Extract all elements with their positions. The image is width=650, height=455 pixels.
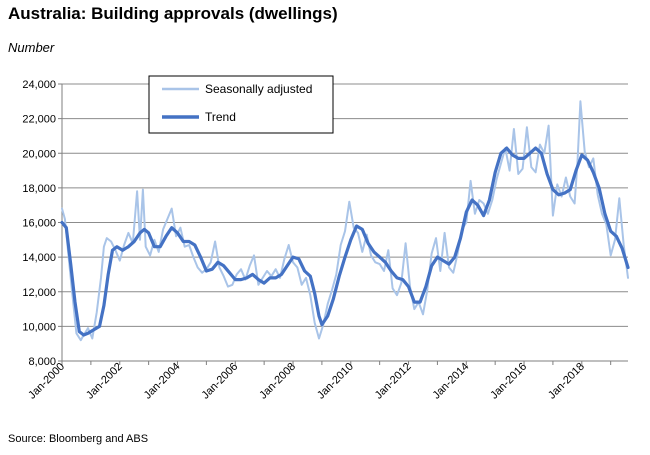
y-tick-label: 22,000 — [22, 114, 56, 126]
x-tick-label: Jan-2014 — [430, 361, 471, 402]
y-tick-labels: 8,000 10,000 12,000 14,000 16,000 18,000 20,00… — [22, 79, 56, 368]
legend-label-trend: Trend — [205, 110, 236, 124]
x-tick-label: Jan-2018 — [546, 361, 587, 402]
series-line-trend — [60, 146, 630, 337]
y-tick-label: 20,000 — [22, 148, 56, 160]
x-tick-label: Jan-2008 — [257, 361, 298, 402]
legend-box — [148, 75, 334, 134]
legend: Seasonally adjusted Trend — [148, 75, 334, 134]
x-tick-label: Jan-2012 — [373, 361, 414, 402]
y-tick-label: 8,000 — [28, 356, 56, 368]
y-tick-label: 24,000 — [22, 79, 56, 91]
axes — [58, 83, 628, 365]
gridlines — [62, 83, 628, 327]
source-note: Source: Bloomberg and ABS — [8, 433, 149, 445]
y-tick-label: 18,000 — [22, 183, 56, 195]
series-lines — [60, 100, 630, 342]
y-tick-label: 10,000 — [22, 321, 56, 333]
series-line-seasonally-adjusted — [61, 100, 629, 342]
x-tick-label: Jan-2006 — [199, 361, 240, 402]
x-tick-label: Jan-2002 — [84, 361, 125, 402]
y-axis-unit-label: Number — [8, 40, 55, 55]
y-tick-label: 16,000 — [22, 218, 56, 230]
x-tick-label: Jan-2016 — [488, 361, 529, 402]
x-tick-label: Jan-2010 — [315, 361, 356, 402]
x-tick-labels: Jan-2000 Jan-2002 Jan-2004 Jan-2006 Jan-2008… — [26, 361, 587, 402]
x-tick-label: Jan-2004 — [142, 361, 183, 402]
chart-title: Australia: Building approvals (dwellings… — [8, 4, 338, 23]
legend-label-seasonally-adjusted: Seasonally adjusted — [205, 82, 312, 96]
y-tick-label: 14,000 — [22, 252, 56, 264]
y-tick-label: 12,000 — [22, 287, 56, 299]
